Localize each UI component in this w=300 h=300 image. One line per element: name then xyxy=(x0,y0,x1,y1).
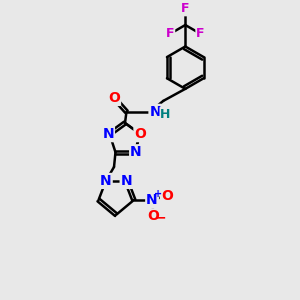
Text: F: F xyxy=(196,27,205,40)
Text: N: N xyxy=(146,193,158,207)
Text: O: O xyxy=(108,91,120,105)
Text: N: N xyxy=(149,105,161,119)
Text: H: H xyxy=(160,108,170,121)
Text: N: N xyxy=(121,174,132,188)
Text: N: N xyxy=(102,127,114,141)
Text: O: O xyxy=(134,127,146,141)
Text: O: O xyxy=(148,209,160,223)
Text: O: O xyxy=(161,189,173,202)
Text: F: F xyxy=(166,27,174,40)
Text: −: − xyxy=(154,211,166,225)
Text: F: F xyxy=(181,2,190,15)
Text: +: + xyxy=(154,189,162,199)
Text: N: N xyxy=(130,145,142,159)
Text: N: N xyxy=(100,174,112,188)
